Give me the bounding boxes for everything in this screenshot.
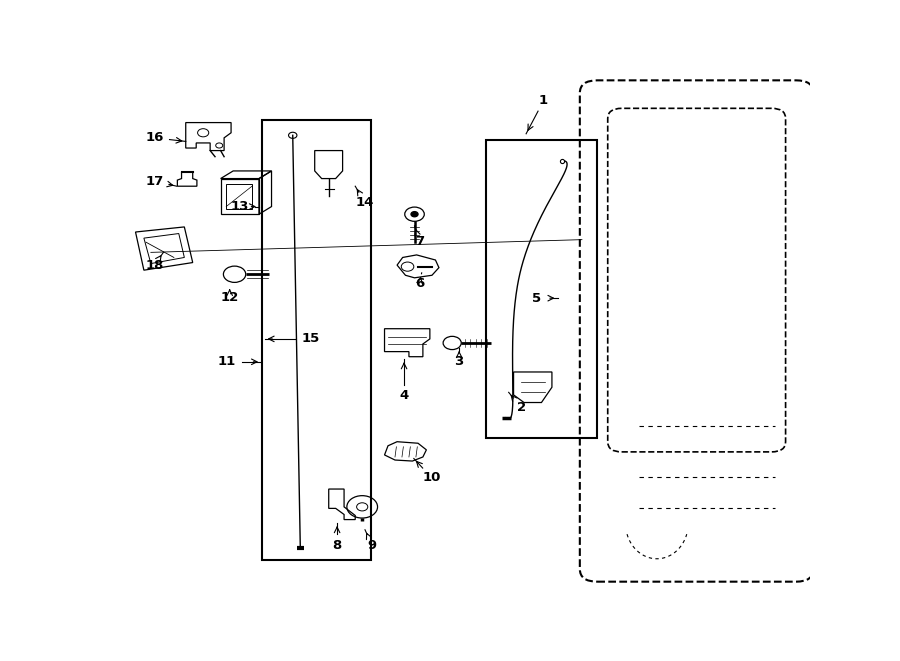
Text: 12: 12 — [220, 291, 238, 303]
Text: 8: 8 — [332, 539, 342, 551]
Text: 13: 13 — [230, 200, 248, 213]
Bar — [226, 184, 252, 209]
Text: 4: 4 — [400, 389, 409, 403]
Text: 14: 14 — [356, 196, 374, 209]
Text: 17: 17 — [145, 175, 164, 188]
Text: 2: 2 — [517, 401, 526, 414]
Text: 16: 16 — [145, 132, 164, 144]
Bar — [486, 140, 598, 438]
Bar — [263, 120, 371, 561]
Text: 15: 15 — [302, 332, 319, 346]
Text: 9: 9 — [367, 539, 376, 551]
Text: 1: 1 — [539, 95, 548, 107]
Text: 5: 5 — [532, 292, 541, 305]
Text: 3: 3 — [454, 356, 464, 368]
Text: 11: 11 — [217, 356, 235, 368]
Text: 7: 7 — [415, 235, 424, 248]
Text: 10: 10 — [422, 471, 440, 484]
Text: 18: 18 — [145, 258, 164, 272]
Circle shape — [411, 212, 418, 217]
Text: 6: 6 — [415, 278, 424, 290]
